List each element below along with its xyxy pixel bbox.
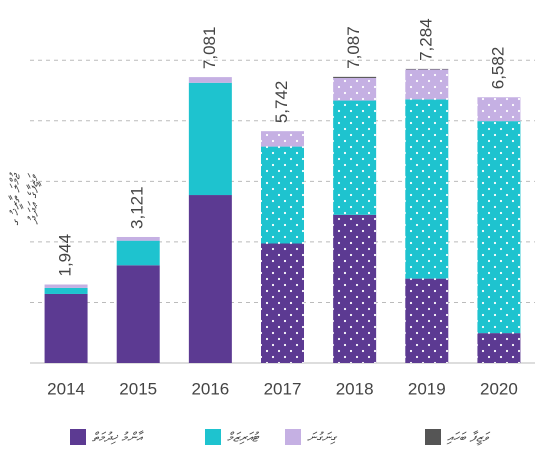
legend-label: ގިނަގުނަ: [307, 431, 337, 446]
legend-swatch: [425, 429, 441, 445]
x-tick-label: 2016: [191, 379, 229, 398]
bar-pattern: [333, 100, 377, 215]
total-label: 7,284: [416, 18, 435, 61]
bar-pattern: [261, 146, 304, 244]
bar-segment: [116, 240, 160, 266]
total-label: 6,582: [488, 47, 507, 90]
bar-segment: [44, 293, 88, 363]
y-axis-label: ޖުމްލަ ތާރީޚު ގ ވަޒީފާގެ ޢަދަދު: [8, 172, 42, 226]
bar-pattern: [405, 68, 449, 70]
y-label-line: ޖުމްލަ ތާރީޚު ގ: [8, 172, 24, 226]
total-label: 7,087: [344, 26, 363, 69]
bar-segment: [188, 195, 232, 363]
legend-label: އާންމު ޚިދުމަތް: [92, 430, 144, 446]
bar-segment: [188, 82, 232, 196]
y-label-line: ވަޒީފާގެ ޢަދަދު: [26, 173, 42, 226]
legend-label: ވަޒީފާ ބަހައި: [446, 430, 491, 446]
x-tick-label: 2020: [480, 379, 518, 398]
total-label: 5,742: [272, 81, 291, 124]
bar-pattern: [405, 69, 449, 100]
x-tick-label: 2017: [264, 379, 302, 398]
bar-pattern: [405, 99, 449, 279]
bar-segment: [44, 287, 88, 294]
legend-swatch: [70, 429, 86, 445]
bar-pattern: [477, 121, 521, 334]
x-tick-label: 2018: [336, 379, 374, 398]
bar-pattern: [261, 243, 304, 363]
bar-pattern: [477, 333, 521, 363]
legend-label: ޓުއަރިޒަމް: [227, 431, 260, 446]
bar-segment: [188, 77, 232, 83]
bar-segment: [44, 284, 88, 288]
bar-segment: [116, 236, 160, 241]
bar-segment: [116, 265, 160, 363]
bar-pattern: [333, 77, 377, 101]
legend-swatch: [205, 429, 221, 445]
x-tick-label: 2015: [119, 379, 157, 398]
bar-pattern: [477, 97, 521, 122]
x-tick-label: 2019: [408, 379, 446, 398]
legend-swatch: [285, 429, 301, 445]
total-label: 1,944: [56, 234, 75, 277]
bar-pattern: [261, 131, 304, 147]
bar-pattern: [333, 76, 377, 78]
total-label: 7,081: [200, 27, 219, 70]
x-tick-label: 2014: [47, 379, 85, 398]
bar-pattern: [333, 214, 377, 363]
total-label: 3,121: [128, 186, 147, 229]
bar-pattern: [405, 278, 449, 363]
